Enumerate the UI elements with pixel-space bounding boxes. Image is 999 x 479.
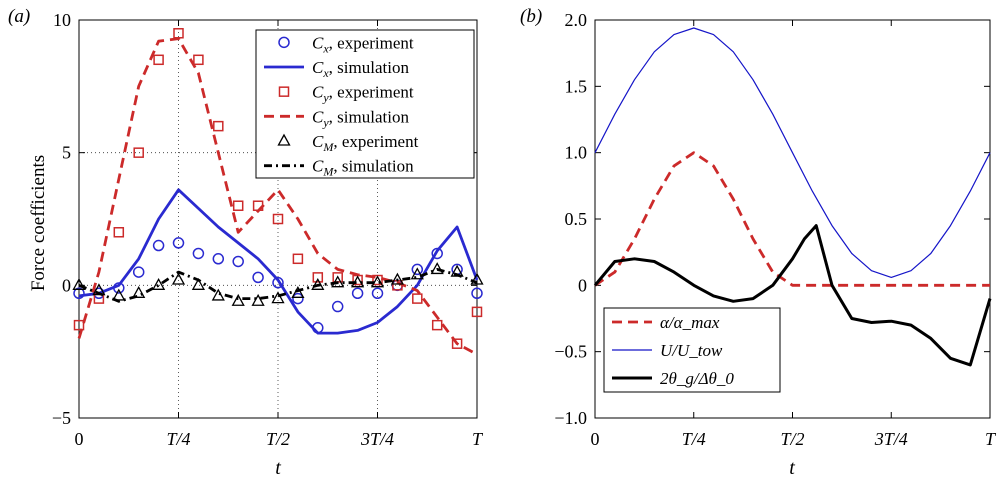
x-tick-label: T/2 [266, 429, 290, 449]
data-point [411, 263, 424, 276]
series-line [593, 224, 992, 367]
data-point [132, 285, 146, 298]
x-tick-label: T [985, 429, 997, 449]
legend-label: CM, experiment [312, 132, 419, 154]
panel-a-label: (a) [8, 6, 30, 27]
data-point [351, 287, 364, 300]
legend-label: α/α_max [660, 313, 720, 332]
y-tick-label: 0 [578, 275, 587, 295]
x-tick-label: 3T/4 [360, 429, 394, 449]
legend-label: U/U_tow [660, 341, 723, 360]
data-point [73, 287, 85, 300]
x-tick-label: 0 [75, 429, 84, 449]
data-point [291, 285, 305, 298]
data-point [271, 291, 285, 304]
legend-symbol [277, 133, 291, 146]
data-point [152, 239, 165, 252]
data-point [371, 287, 384, 300]
data-point [132, 266, 145, 278]
data-point [152, 277, 166, 290]
data-point [231, 293, 245, 306]
legend-symbol [278, 36, 290, 49]
x-tick-label: T [472, 429, 484, 449]
series-line [594, 27, 991, 278]
x-tick-label: 0 [591, 429, 600, 449]
data-point [252, 271, 264, 284]
data-point [72, 277, 86, 290]
series-line [78, 188, 479, 335]
data-point [171, 272, 186, 285]
data-point [172, 237, 185, 249]
data-point [133, 147, 144, 158]
x-tick-label: 3T/4 [874, 429, 908, 449]
data-point [451, 338, 463, 349]
data-point [192, 247, 205, 260]
data-point [390, 272, 404, 285]
y-tick-label: 0.5 [565, 209, 588, 229]
data-point [211, 288, 225, 301]
data-point [471, 306, 483, 318]
legend-label: CM, simulation [312, 157, 414, 179]
x-tick-label: T/2 [780, 429, 804, 449]
data-point [113, 227, 125, 238]
y-tick-label: 10 [53, 10, 71, 30]
data-point [470, 272, 484, 285]
data-point [191, 277, 205, 290]
y-tick-label: 1.0 [565, 143, 588, 163]
y-tick-label: 5 [62, 143, 71, 163]
panel-a: (a) Force coefficients t 0 T/4 T/2 3T/4 T−50… [8, 6, 484, 479]
legend-label: Cx, simulation [312, 58, 409, 80]
panel-a-ylabel: Force coefficients [28, 155, 49, 291]
legend-box [255, 29, 475, 179]
data-point [272, 213, 284, 225]
y-tick-label: 1.5 [565, 76, 588, 96]
data-point [212, 253, 225, 265]
data-point [431, 247, 443, 260]
series-line [594, 151, 990, 287]
data-point [412, 293, 423, 304]
data-point [471, 287, 483, 300]
data-point [272, 276, 284, 289]
panel-b: (b) t 0 T/4 T/2 3T/4 T −1.0 −0.5 0 0.5 1.0 1.5 2.0 α… [520, 6, 997, 479]
data-point [292, 253, 304, 265]
panel-b-label: (b) [520, 6, 542, 27]
data-point [73, 319, 85, 331]
data-point [153, 54, 164, 66]
data-point [292, 292, 304, 305]
y-tick-label: −5 [52, 408, 71, 428]
legend-label: Cy, simulation [312, 107, 409, 129]
data-point [331, 300, 344, 313]
y-tick-label: −0.5 [554, 342, 587, 362]
data-point [410, 267, 424, 280]
panel-a-xlabel: t [275, 457, 281, 479]
series-line [77, 37, 478, 356]
data-point [430, 262, 444, 275]
y-tick-label: −1.0 [554, 408, 587, 428]
x-tick-label: T/4 [682, 429, 706, 449]
y-tick-label: 2.0 [565, 10, 588, 30]
data-point [232, 200, 244, 211]
x-tick-label: T/4 [166, 429, 190, 449]
data-point [431, 319, 443, 331]
legend-label: Cy, experiment [312, 83, 414, 105]
data-point [232, 255, 244, 268]
panel-b-xlabel: t [789, 457, 795, 479]
data-point [213, 120, 224, 132]
data-point [251, 293, 265, 306]
data-point [193, 54, 204, 66]
data-point [312, 272, 324, 283]
legend-label: 2θ_g/Δθ_0 [660, 369, 734, 388]
legend-label: Cx, experiment [312, 33, 414, 55]
legend-symbol [278, 86, 290, 97]
y-tick-label: 0 [62, 275, 71, 295]
